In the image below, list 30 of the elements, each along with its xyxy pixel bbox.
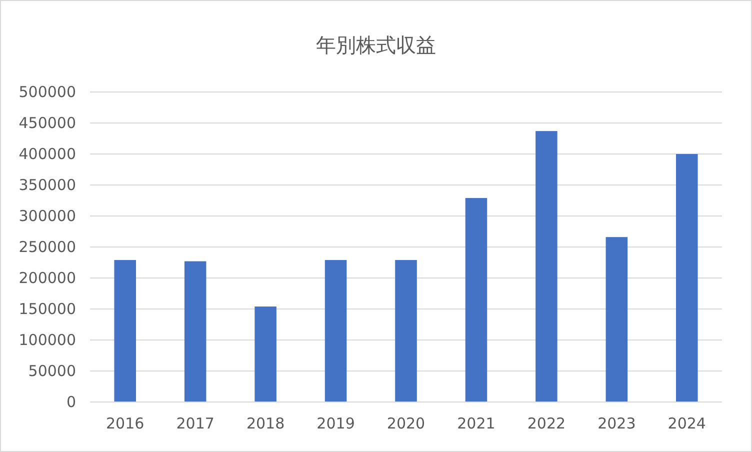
x-tick-label: 2016 bbox=[106, 414, 144, 433]
x-tick-label: 2018 bbox=[246, 414, 285, 433]
y-tick-label: 200000 bbox=[18, 268, 76, 287]
y-tick-label: 500000 bbox=[18, 82, 76, 101]
x-tick-label: 2019 bbox=[316, 414, 355, 433]
x-tick-label: 2017 bbox=[176, 414, 214, 433]
x-tick-label: 2023 bbox=[598, 414, 636, 433]
y-tick-label: 450000 bbox=[18, 114, 76, 132]
bar bbox=[676, 154, 698, 402]
bar bbox=[606, 237, 628, 402]
chart-title: 年別株式収益 bbox=[316, 33, 436, 57]
x-tick-label: 2021 bbox=[457, 414, 496, 433]
bar bbox=[395, 260, 417, 402]
bar bbox=[536, 131, 558, 402]
y-tick-label: 0 bbox=[66, 392, 76, 411]
y-tick-label: 300000 bbox=[18, 206, 76, 225]
x-tick-label: 2022 bbox=[527, 414, 566, 433]
y-tick-label: 50000 bbox=[28, 362, 76, 380]
y-tick-label: 100000 bbox=[18, 330, 76, 349]
x-tick-label: 2024 bbox=[668, 414, 706, 433]
bar bbox=[324, 260, 347, 402]
bar bbox=[465, 198, 488, 402]
bar bbox=[114, 260, 136, 402]
y-tick-label: 250000 bbox=[18, 238, 76, 256]
y-tick-label: 150000 bbox=[18, 300, 76, 318]
y-tick-label: 400000 bbox=[18, 144, 76, 163]
bar bbox=[254, 306, 276, 402]
x-tick-label: 2020 bbox=[386, 414, 426, 433]
bar bbox=[184, 261, 206, 402]
y-tick-label: 350000 bbox=[18, 176, 76, 194]
